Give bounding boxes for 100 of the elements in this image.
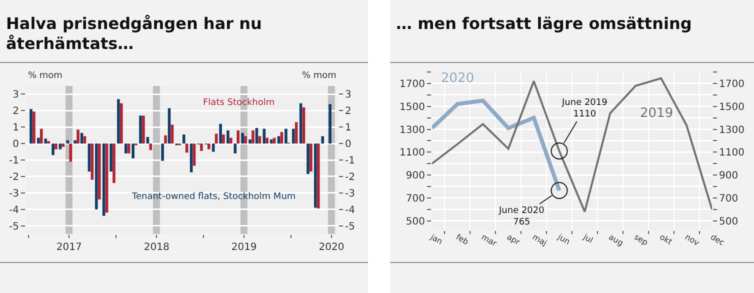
bar (270, 139, 273, 144)
bar (277, 136, 280, 144)
y-tick-label: 700 (406, 193, 425, 204)
y2-tick-label: 1500 (719, 102, 744, 113)
bar (222, 134, 225, 144)
y-tick-label: -5 (9, 221, 19, 232)
bar (200, 144, 203, 151)
bar (230, 138, 232, 144)
y-tick-label: 1500 (400, 102, 425, 113)
bar (62, 144, 65, 147)
bar (161, 144, 164, 161)
x-tick-label: aug (607, 232, 625, 248)
bar (182, 134, 186, 144)
chart-title: Halva prisnedgången har nu återhämtats… (6, 14, 263, 54)
y-tick-label: 1100 (400, 148, 425, 159)
bar (284, 128, 288, 144)
bar (310, 144, 312, 172)
y2-tick-label: -5 (345, 221, 355, 232)
x-tick-label: apr (505, 232, 522, 248)
y2-tick-label: 2 (345, 106, 352, 118)
bar (102, 144, 106, 216)
bar (328, 104, 332, 144)
bar (52, 144, 54, 156)
annotation: June 2019 1110 (561, 98, 608, 120)
bar (30, 109, 32, 144)
bar (314, 144, 317, 208)
y-tick-label: 500 (406, 216, 425, 228)
bar (117, 99, 120, 144)
bar (40, 128, 43, 144)
bar (124, 144, 128, 154)
bar (258, 136, 262, 144)
y-tick-label: 0 (12, 139, 19, 150)
y-tick-label: 1300 (400, 124, 425, 136)
bar (95, 144, 98, 210)
series-label: 2019 (640, 106, 674, 121)
y2-tick-label: 500 (719, 216, 738, 228)
x-tick-label: jun (555, 232, 572, 246)
bar (214, 134, 218, 144)
bar (241, 132, 244, 144)
bar (321, 136, 324, 144)
bar (168, 108, 171, 144)
bar (58, 144, 62, 150)
y2-tick-label: 900 (719, 170, 738, 182)
bar (76, 130, 80, 144)
y-tick-label: 3 (12, 90, 19, 101)
bar (248, 139, 252, 144)
y2-tick-label: 700 (719, 193, 738, 204)
chart-title: … men fortsatt lägre omsättning (396, 14, 692, 34)
bar (294, 122, 298, 144)
y2-tick-label: 1 (345, 122, 352, 134)
y-axis-title: % mom (28, 71, 62, 81)
bar (132, 144, 134, 158)
y2-tick-label: 0 (345, 139, 352, 150)
bar (37, 138, 40, 144)
y2-tick-label: 1700 (719, 78, 744, 90)
y2-tick-label: 3 (345, 90, 352, 101)
y-tick-label: -1 (9, 156, 19, 166)
bar (149, 144, 152, 150)
bar (316, 144, 320, 209)
x-tick-label: sep (632, 232, 650, 248)
x-tick-label: 2020 (318, 242, 344, 253)
bar (112, 144, 116, 184)
bar (226, 130, 230, 144)
y2-axis-title: % mom (302, 71, 336, 81)
bar (234, 144, 237, 154)
y-tick-label: -3 (9, 188, 19, 200)
bar (74, 140, 76, 144)
y2-tick-label: -2 (345, 172, 355, 183)
y-tick-label: 900 (406, 170, 425, 182)
bar (142, 116, 145, 144)
y-tick-label: 1 (12, 122, 19, 134)
bar (306, 144, 310, 174)
text: Flats Stockholm (203, 98, 275, 108)
bar (69, 144, 72, 162)
x-tick-label: jul (580, 232, 594, 245)
bar (236, 130, 240, 144)
bar (44, 138, 48, 144)
x-tick-label: mar (480, 232, 499, 249)
text: Tenant-owned flats, Stockholm Mum (131, 192, 296, 202)
x-tick-label: dec (709, 232, 726, 248)
y2-tick-label: -3 (345, 188, 355, 200)
x-tick-label: 2018 (144, 242, 170, 253)
x-tick-label: maj (530, 232, 548, 248)
bar (192, 144, 196, 166)
annotation: June 2020 765 (498, 206, 545, 228)
bar (54, 144, 58, 150)
x-tick-label: okt (658, 232, 674, 247)
y-tick-label: 2 (12, 106, 19, 118)
bar (98, 144, 101, 200)
bar (127, 144, 130, 154)
bar (110, 144, 112, 172)
bar (292, 128, 295, 144)
bar (244, 136, 247, 144)
bar (47, 141, 50, 144)
bar (32, 111, 36, 144)
bar (190, 144, 193, 172)
bar (164, 135, 167, 144)
y2-tick-label: 1100 (719, 148, 744, 159)
bar (120, 103, 123, 144)
bar (139, 116, 142, 144)
